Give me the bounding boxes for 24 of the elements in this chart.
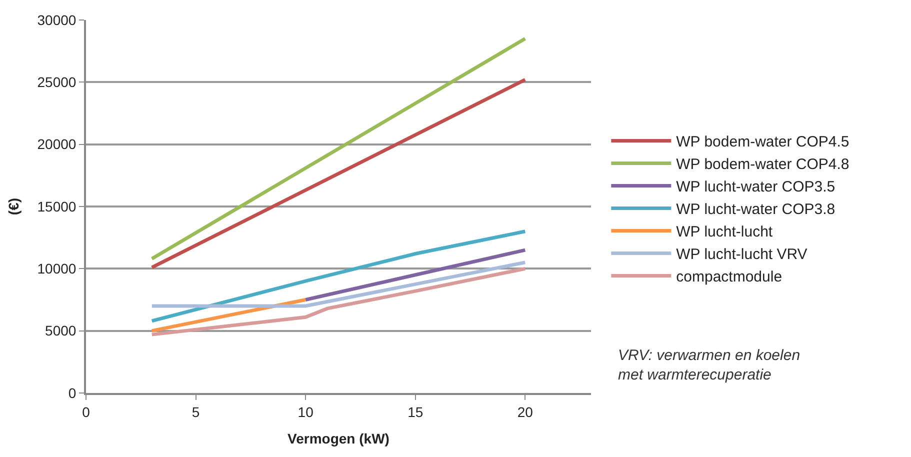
y-tick-label: 30000 — [37, 12, 76, 28]
legend-label: WP lucht-water COP3.8 — [676, 201, 836, 218]
line-series — [150, 266, 527, 336]
y-tick-label: 25000 — [37, 74, 76, 90]
y-tick-label: 0 — [68, 384, 76, 401]
y-tick-label: 10000 — [37, 260, 76, 277]
x-tick-label: 15 — [408, 404, 424, 420]
legend-label: WP lucht-lucht VRV — [676, 246, 808, 264]
x-axis-title: Vermogen (kW) — [288, 430, 390, 447]
legend-label: compactmodule — [676, 268, 782, 286]
legend-label: WP lucht-water COP3.5 — [676, 178, 836, 196]
text: VRV: verwarmen en koelen met warmterecuperatie — [618, 347, 800, 384]
x-tick-label: 20 — [517, 404, 534, 420]
y-tick-label: 20000 — [37, 136, 76, 152]
y-axis-title: (€) — [5, 198, 22, 216]
y-tick-label: 15000 — [37, 198, 76, 214]
legend-label: WP lucht-lucht — [676, 224, 774, 241]
x-tick-label: 10 — [298, 404, 314, 420]
legend-label: WP bodem-water COP4.5 — [676, 134, 850, 151]
line-series — [150, 230, 527, 323]
x-tick-label: 0 — [82, 404, 90, 420]
x-tick-label: 5 — [192, 404, 200, 420]
y-tick-label: 5000 — [45, 322, 76, 339]
legend-label: WP bodem-water COP4.8 — [676, 156, 850, 174]
